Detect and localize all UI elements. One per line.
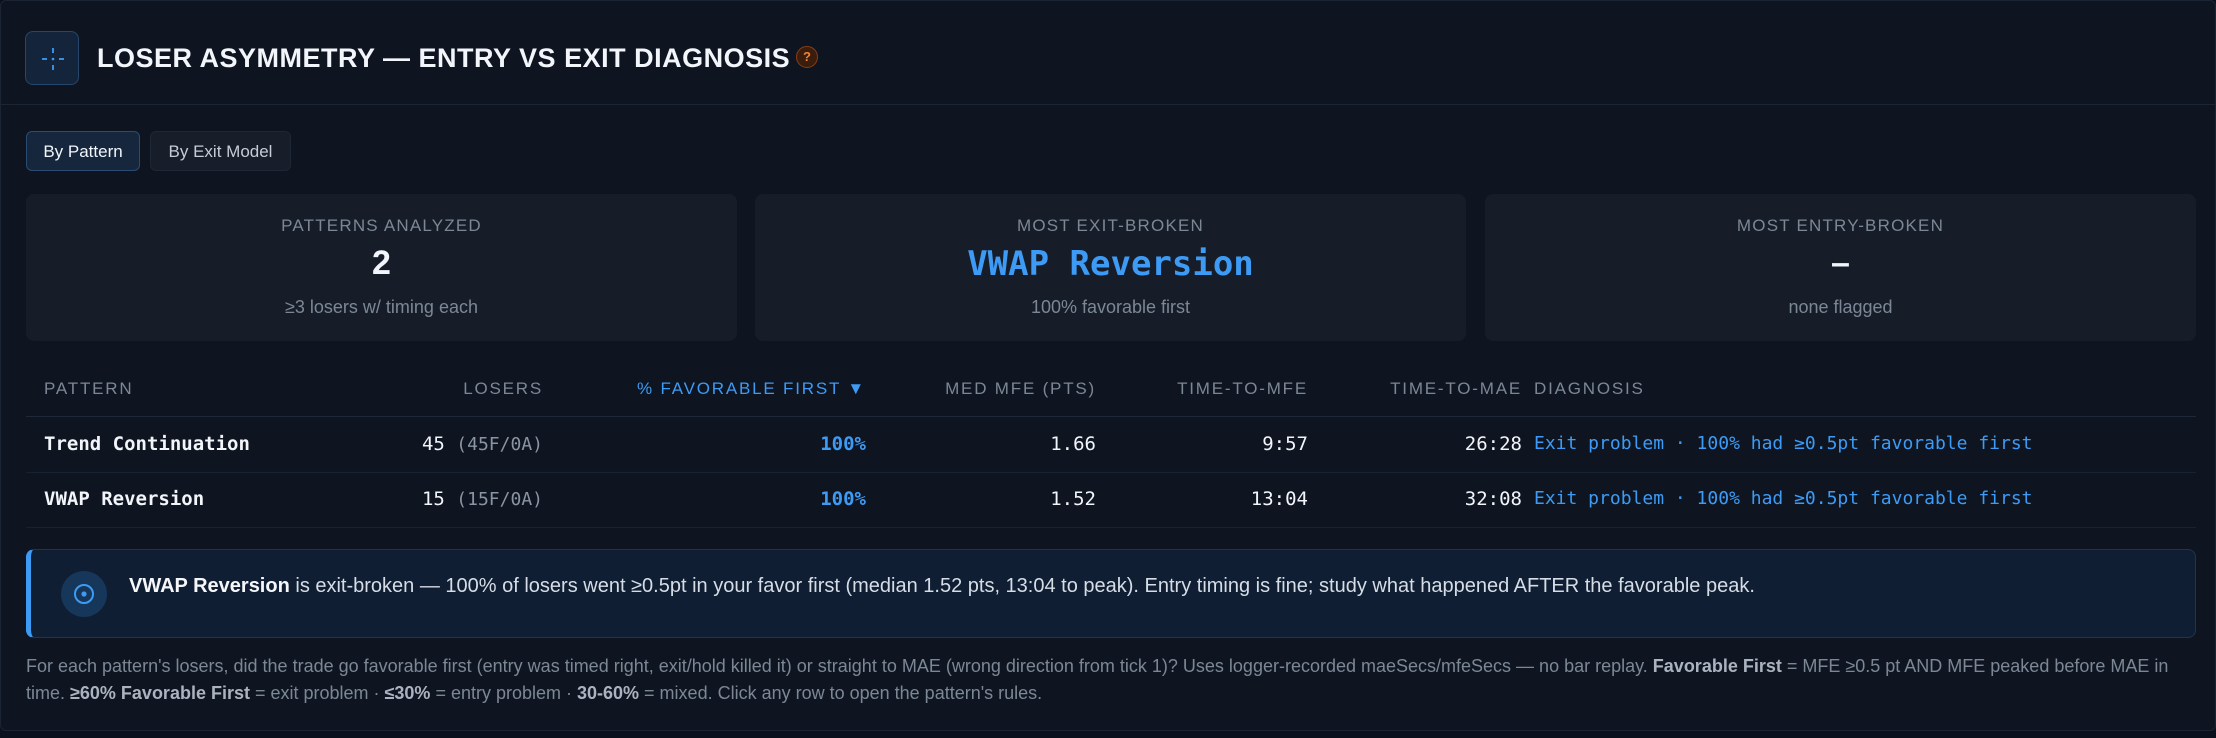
stat-card-sub: none flagged <box>1788 297 1893 317</box>
footnote-term: Favorable First <box>1652 656 1782 676</box>
column-header-time-to-mae[interactable]: TIME-TO-MAE <box>1390 379 1522 398</box>
stat-card-sub: ≥3 losers w/ timing each <box>285 297 478 317</box>
panel-header: LOSER ASYMMETRY — ENTRY VS EXIT DIAGNOSI… <box>1 1 2216 105</box>
cell-losers: 45 (45F/0A) <box>276 433 543 455</box>
footnote-text: = exit problem · <box>249 683 385 703</box>
cell-diagnosis: Exit problem · 100% had ≥0.5pt favorable… <box>1534 433 2033 454</box>
stat-card-value: 2 <box>372 244 391 282</box>
tab-by-exit-model[interactable]: By Exit Model <box>150 131 291 171</box>
column-header-favorable-first[interactable]: % FAVORABLE FIRST ▼ <box>637 379 866 398</box>
callout-text: VWAP Reversion is exit-broken — 100% of … <box>129 575 1755 598</box>
cell-favorable-first: 100% <box>820 433 866 455</box>
cell-pattern: Trend Continuation <box>44 433 250 455</box>
table-row[interactable]: Trend Continuation 45 (45F/0A) 100% 1.66… <box>26 418 2196 473</box>
footnote-term: ≥60% Favorable First <box>70 683 250 703</box>
cell-losers: 15 (15F/0A) <box>276 488 543 510</box>
cell-time-to-mfe: 9:57 <box>1262 433 1308 455</box>
cell-diagnosis: Exit problem · 100% had ≥0.5pt favorable… <box>1534 488 2033 509</box>
cell-med-mfe: 1.66 <box>1050 433 1096 455</box>
cell-med-mfe: 1.52 <box>1050 488 1096 510</box>
cell-time-to-mae: 26:28 <box>1464 433 1522 455</box>
column-header-med-mfe[interactable]: MED MFE (PTS) <box>945 379 1096 398</box>
page-title: LOSER ASYMMETRY — ENTRY VS EXIT DIAGNOSI… <box>97 43 791 73</box>
cell-time-to-mae: 32:08 <box>1464 488 1522 510</box>
cell-pattern: VWAP Reversion <box>44 488 205 510</box>
stat-card-label: MOST EXIT-BROKEN <box>1016 216 1205 235</box>
callout-pattern-name: VWAP Reversion <box>129 575 290 597</box>
footnote-text: = MFE ≥0.5 pt AND MFE peaked before MAE … <box>26 656 2169 703</box>
column-header-pattern[interactable]: PATTERN <box>44 379 134 398</box>
stat-card-label: MOST ENTRY-BROKEN <box>1736 216 1945 235</box>
footnote-term: 30-60% <box>577 683 640 703</box>
stat-card-sub: 100% favorable first <box>1030 297 1191 317</box>
stat-card-patterns-analyzed: PATTERNS ANALYZED 2 ≥3 losers w/ timing … <box>26 194 737 341</box>
footnote-term: ≤30% <box>384 683 431 703</box>
column-header-losers[interactable]: LOSERS <box>463 379 543 398</box>
crosshair-icon <box>25 31 79 85</box>
footnote-text: For each pattern's losers, did the trade… <box>26 656 1653 676</box>
callout-message: is exit-broken — 100% of losers went ≥0.… <box>289 575 1755 597</box>
stat-card-most-entry-broken: MOST ENTRY-BROKEN – none flagged <box>1485 194 2196 341</box>
cell-favorable-first: 100% <box>820 488 866 510</box>
methodology-footnote: For each pattern's losers, did the trade… <box>26 653 2196 707</box>
table-header: PATTERN LOSERS % FAVORABLE FIRST ▼ MED M… <box>26 369 2196 417</box>
losers-detail: (15F/0A) <box>456 489 543 510</box>
losers-detail: (45F/0A) <box>456 434 543 455</box>
insight-callout: VWAP Reversion is exit-broken — 100% of … <box>26 549 2196 638</box>
table-row[interactable]: VWAP Reversion 15 (15F/0A) 100% 1.52 13:… <box>26 473 2196 528</box>
help-icon[interactable]: ? <box>796 46 818 68</box>
footnote-text: = entry problem · <box>430 683 577 703</box>
column-header-diagnosis[interactable]: DIAGNOSIS <box>1534 379 1645 398</box>
info-circle-icon <box>61 571 107 617</box>
tab-by-pattern[interactable]: By Pattern <box>26 131 140 171</box>
stat-card-value: – <box>1831 244 1850 282</box>
losers-count: 15 <box>421 488 445 510</box>
stat-card-label: PATTERNS ANALYZED <box>281 216 482 235</box>
losers-count: 45 <box>421 433 445 455</box>
footnote-text: = mixed. Click any row to open the patte… <box>639 683 1043 703</box>
stat-card-most-exit-broken: MOST EXIT-BROKEN VWAP Reversion 100% fav… <box>755 194 1466 341</box>
stat-card-value: VWAP Reversion <box>967 244 1254 284</box>
column-header-time-to-mfe[interactable]: TIME-TO-MFE <box>1177 379 1308 398</box>
cell-time-to-mfe: 13:04 <box>1250 488 1308 510</box>
